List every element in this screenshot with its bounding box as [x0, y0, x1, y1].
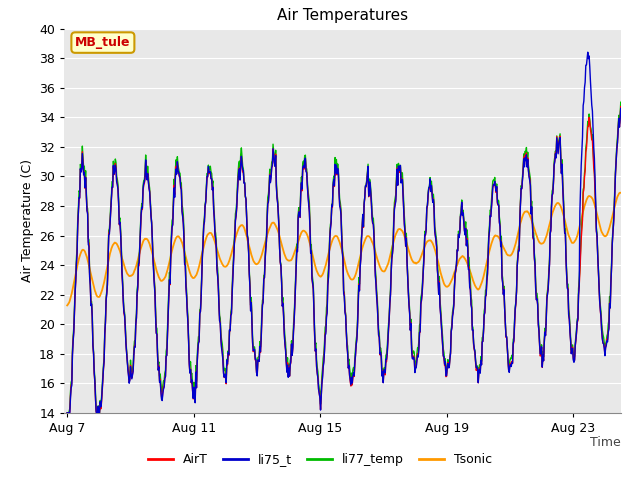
Line: Tsonic: Tsonic	[67, 192, 637, 305]
li75_t	[301, 157, 308, 163]
AirT	[386, 301, 394, 307]
li75_t	[271, 159, 278, 165]
li77_temp	[633, 345, 640, 350]
Line: li75_t: li75_t	[67, 52, 637, 413]
Line: li77_temp: li77_temp	[67, 102, 637, 413]
AirT	[84, 209, 92, 215]
li77_temp	[301, 153, 308, 158]
li77_temp	[197, 290, 205, 296]
Tsonic	[524, 208, 531, 214]
Line: AirT: AirT	[67, 107, 637, 413]
li75_t	[84, 211, 92, 217]
li75_t	[63, 410, 71, 416]
AirT	[617, 104, 625, 109]
Tsonic	[84, 257, 92, 263]
li77_temp	[63, 410, 71, 416]
Y-axis label: Air Temperature (C): Air Temperature (C)	[20, 159, 33, 282]
li77_temp	[386, 297, 394, 303]
Tsonic	[386, 254, 394, 260]
Tsonic	[633, 237, 640, 243]
li75_t	[386, 300, 394, 306]
li75_t	[197, 295, 205, 301]
Tsonic	[616, 190, 624, 195]
Tsonic	[197, 255, 205, 261]
Text: MB_tule: MB_tule	[75, 36, 131, 49]
li77_temp	[84, 206, 92, 212]
AirT	[633, 351, 640, 357]
AirT	[63, 410, 71, 416]
Tsonic	[63, 302, 71, 308]
li77_temp	[271, 156, 278, 161]
Tsonic	[271, 220, 278, 226]
li77_temp	[524, 157, 531, 163]
li75_t	[633, 349, 640, 355]
AirT	[197, 295, 205, 300]
Legend: AirT, li75_t, li77_temp, Tsonic: AirT, li75_t, li77_temp, Tsonic	[143, 448, 497, 471]
Text: Time: Time	[590, 436, 621, 449]
li77_temp	[617, 99, 625, 105]
li75_t	[584, 49, 591, 55]
Tsonic	[301, 228, 308, 234]
AirT	[301, 158, 308, 164]
Title: Air Temperatures: Air Temperatures	[277, 9, 408, 24]
AirT	[271, 160, 278, 166]
li75_t	[524, 164, 531, 170]
AirT	[524, 163, 531, 169]
